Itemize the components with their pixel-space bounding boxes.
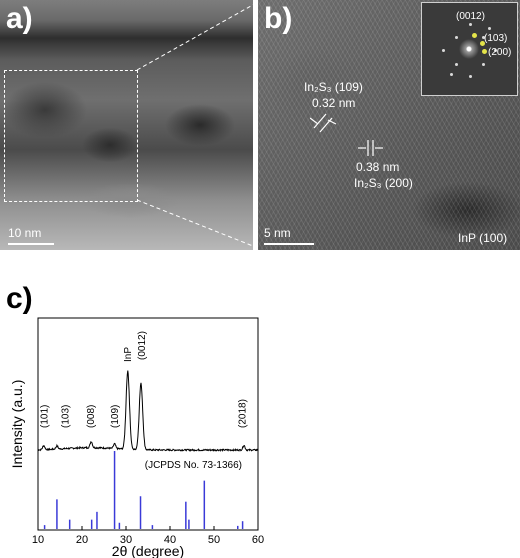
annotation-0-32-nm: 0.32 nm <box>312 96 356 110</box>
x-axis-ticks: 10 20 30 40 50 60 <box>32 526 264 546</box>
panel-b-label: b) <box>264 2 293 35</box>
zoom-region-box <box>4 70 138 202</box>
hrtem-image-b: b) (0012) (103) (200) In₂S₃ (109) 0.32 n… <box>258 0 520 250</box>
peak-label: (101) <box>40 405 51 428</box>
plot-frame <box>37 317 259 531</box>
peak-label: (008) <box>86 405 97 428</box>
fft-label-0012: (0012) <box>456 11 485 22</box>
peak-label: (0012) <box>137 331 148 360</box>
scale-label-b: 5 nm <box>264 226 291 240</box>
jcpds-reference-label: (JCPDS No. 73-1366) <box>145 460 242 471</box>
x-axis-label: 2θ (degree) <box>112 543 184 558</box>
scale-label-a: 10 nm <box>8 226 42 240</box>
substrate-label: InP (100) <box>458 231 508 245</box>
xrd-chart: (101) (103) (008) (109) InP (0012) (2018) (JCP… <box>9 317 264 558</box>
x-tick-label: 60 <box>252 534 264 546</box>
peak-label: (2018) <box>238 399 249 428</box>
fft-label-200: (200) <box>488 47 512 58</box>
x-tick-label: 50 <box>208 534 220 546</box>
fft-label-103: (103) <box>484 33 508 44</box>
panel-c-label: c) <box>6 282 33 315</box>
fft-spot-0012 <box>472 33 477 38</box>
x-tick-label: 40 <box>164 534 176 546</box>
x-tick-label: 10 <box>32 534 44 546</box>
spacing-marker-109 <box>310 113 337 133</box>
x-tick-label: 20 <box>76 534 88 546</box>
peak-label: (103) <box>60 405 71 428</box>
xrd-pattern-line <box>37 370 259 453</box>
reference-lines <box>43 451 244 529</box>
y-axis-label: Intensity (a.u.) <box>9 380 25 469</box>
annotation-0-38-nm: 0.38 nm <box>356 160 400 174</box>
peak-label: (109) <box>110 405 121 428</box>
peak-label: InP <box>123 347 134 362</box>
scale-bar-a <box>8 243 54 245</box>
fft-spot-200 <box>482 49 487 54</box>
zoom-connector <box>136 1 259 249</box>
spacing-marker-200 <box>358 140 383 156</box>
scale-bar-b <box>264 243 314 245</box>
fft-spot-103 <box>480 41 485 46</box>
x-tick-label: 30 <box>120 534 132 546</box>
fft-inset: (0012) (103) (200) <box>421 2 518 96</box>
tem-image-a: a) 10 nm <box>0 0 253 250</box>
panel-a-label: a) <box>6 2 33 35</box>
annotation-in2s3-200: In₂S₃ (200) <box>354 176 413 190</box>
peak-labels: (101) (103) (008) (109) InP (0012) (2018) <box>40 331 249 428</box>
annotation-in2s3-109: In₂S₃ (109) <box>304 80 363 94</box>
